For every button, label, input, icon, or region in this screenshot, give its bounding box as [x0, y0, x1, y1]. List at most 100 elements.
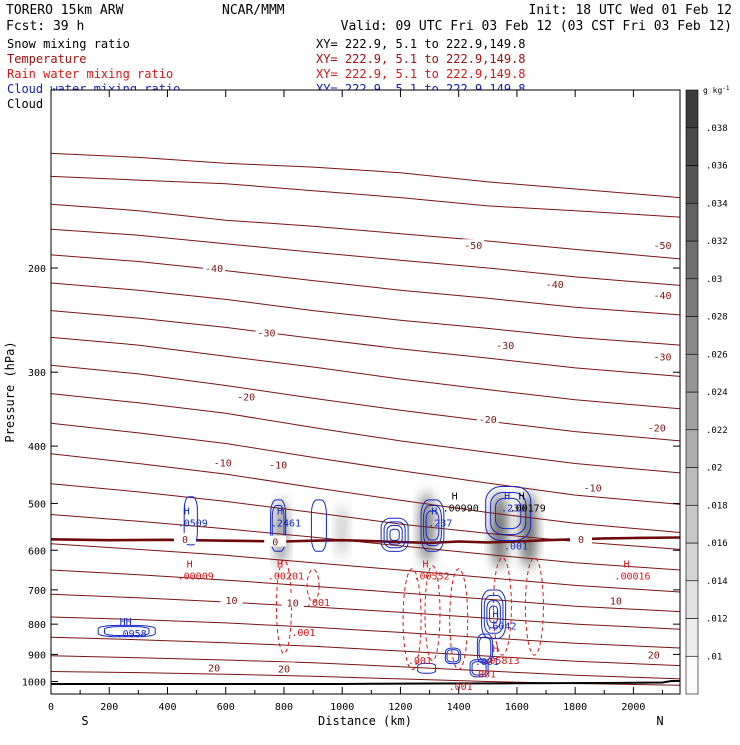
- cloud-water-contour: [425, 510, 440, 541]
- model-title: TORERO 15km ARW: [6, 3, 124, 18]
- field-legend-xy: XY= 222.9, 5.1 to 222.9,149.8: [316, 52, 526, 66]
- colorbar-tick-label: .01: [706, 652, 722, 662]
- contour-label-bg: [173, 532, 196, 544]
- colorbar-swatch: [685, 127, 699, 166]
- cloud-water-contour: [495, 497, 522, 530]
- extremum-value: .00009: [178, 572, 214, 583]
- extremum-value: .05813: [483, 656, 519, 667]
- temperature-contour: [51, 282, 680, 346]
- rain-contour: [402, 568, 422, 671]
- extremum-value: .001: [472, 670, 496, 681]
- temperature-label: -10: [269, 461, 287, 472]
- extremum-mark: H: [187, 560, 193, 571]
- contour-label-bg: [220, 593, 243, 605]
- contour-label-bg: [203, 661, 226, 673]
- center-label: NCAR/MMM: [222, 3, 285, 18]
- y-tick-label: 700: [28, 586, 46, 597]
- cloud-water-contour: [469, 659, 489, 678]
- colorbar-swatch: [685, 618, 699, 657]
- cloud-water-contour: [481, 589, 507, 640]
- snow-shading-layer: [275, 491, 537, 569]
- colorbar-tick-label: .022: [706, 426, 728, 436]
- contour-label-bg: [604, 594, 627, 606]
- y-tick-label: 400: [28, 442, 46, 453]
- field-legend-xy: XY= 222.9, 5.1 to 222.9,149.8: [316, 37, 526, 51]
- extremum-mark: H: [277, 560, 283, 571]
- colorbar-swatch: [685, 353, 699, 393]
- contour-label-bg: [642, 648, 665, 660]
- temperature-contour: [51, 543, 680, 593]
- extremum-mark: H: [492, 644, 498, 655]
- temperature-label: 10: [287, 598, 299, 609]
- temperature-contour: [51, 310, 680, 377]
- temperature-label: 10: [226, 596, 238, 607]
- cloud-water-contour: [444, 647, 461, 665]
- rain-contour: [524, 557, 544, 656]
- temperature-label: -40: [205, 264, 223, 275]
- contour-label-bg: [569, 532, 592, 544]
- extremum-value: .001: [504, 542, 528, 553]
- temperature-label: 0: [578, 535, 584, 546]
- cloud-water-contour: [383, 521, 406, 549]
- plot-frame: [50, 89, 681, 695]
- x-tick-label: 1600: [505, 702, 529, 713]
- colorbar-tick-label: .028: [706, 313, 728, 323]
- y-tick-label: 300: [28, 368, 46, 379]
- cloud-water-contours: [97, 486, 532, 678]
- extremum-value: .001: [291, 628, 315, 639]
- temperature-label: -30: [653, 352, 671, 363]
- field-legend-name: Snow mixing ratio: [7, 37, 130, 51]
- extremum-value: .0509: [178, 518, 208, 529]
- valid-time: Valid: 09 UTC Fri 03 Feb 12 (03 CST Fri …: [341, 19, 732, 34]
- temperature-label: 0: [182, 535, 188, 546]
- extremum-mark: H: [423, 560, 429, 571]
- colorbar-tick-label: .03: [706, 275, 722, 285]
- colorbar-unit: g kg-1: [703, 85, 730, 95]
- contour-label-bg: [476, 413, 499, 425]
- x-tick-label: 1400: [447, 702, 471, 713]
- temperature-label: -40: [546, 280, 564, 291]
- extremum-mark: H: [184, 506, 190, 517]
- contour-label-bg: [651, 350, 674, 362]
- colorbar-tick-label: .016: [706, 539, 728, 549]
- snow-shading-blob: [520, 492, 537, 569]
- contour-label-bg: [494, 339, 517, 351]
- temperature-label: -30: [496, 341, 514, 352]
- colorbar-tick-label: .012: [706, 615, 728, 625]
- temperature-label: 20: [648, 650, 660, 661]
- cloud-water-contour: [490, 491, 527, 536]
- contour-label-bg: [543, 278, 566, 290]
- snow-shading-blob: [337, 504, 348, 558]
- temperature-contour: [51, 569, 680, 613]
- colorbar-swatch: [685, 278, 699, 317]
- extremum-mark: H: [504, 491, 510, 502]
- temperature-label: 20: [208, 663, 220, 674]
- plot-area: -50 -50 -40 -40 -40 -30 -30 -30 -20 -20 -20 -10 -10 -…: [50, 89, 681, 695]
- contour-label-bg: [264, 535, 287, 547]
- extremum-value: .6042: [486, 622, 516, 633]
- cloud-water-contour: [476, 633, 493, 664]
- contour-label-bg: [651, 288, 674, 300]
- contour-label-bg: [462, 239, 485, 251]
- extremum-value: .001: [306, 598, 330, 609]
- field-legend-name: Temperature: [7, 52, 86, 66]
- colorbar-swatch: [685, 467, 699, 506]
- extremum-value: .00016: [614, 572, 650, 583]
- contour-label-bg: [645, 421, 668, 433]
- x-tick-label: 800: [275, 702, 293, 713]
- cloud-water-contour: [478, 636, 492, 661]
- cloud-water-contour: [310, 499, 327, 552]
- cloud-water-contour: [270, 499, 287, 552]
- cloud-water-contour: [486, 600, 501, 629]
- extremum-mark: H: [277, 506, 283, 517]
- axes: 0 200 400 600 800 1000 1200 1400 1600 1800 2000200…: [22, 90, 680, 713]
- temperature-contour: [51, 336, 680, 410]
- cloud-water-contour: [386, 525, 403, 545]
- colorbar-swatch: [685, 542, 699, 582]
- y-tick-label: 500: [28, 499, 46, 510]
- x-axis-label: Distance (km): [318, 714, 412, 728]
- y-tick-label: 900: [28, 650, 46, 661]
- y-axis-label: Pressure (hPa): [3, 341, 17, 442]
- cloud-water-contour: [446, 649, 460, 663]
- extremum-value: .00179: [510, 503, 546, 514]
